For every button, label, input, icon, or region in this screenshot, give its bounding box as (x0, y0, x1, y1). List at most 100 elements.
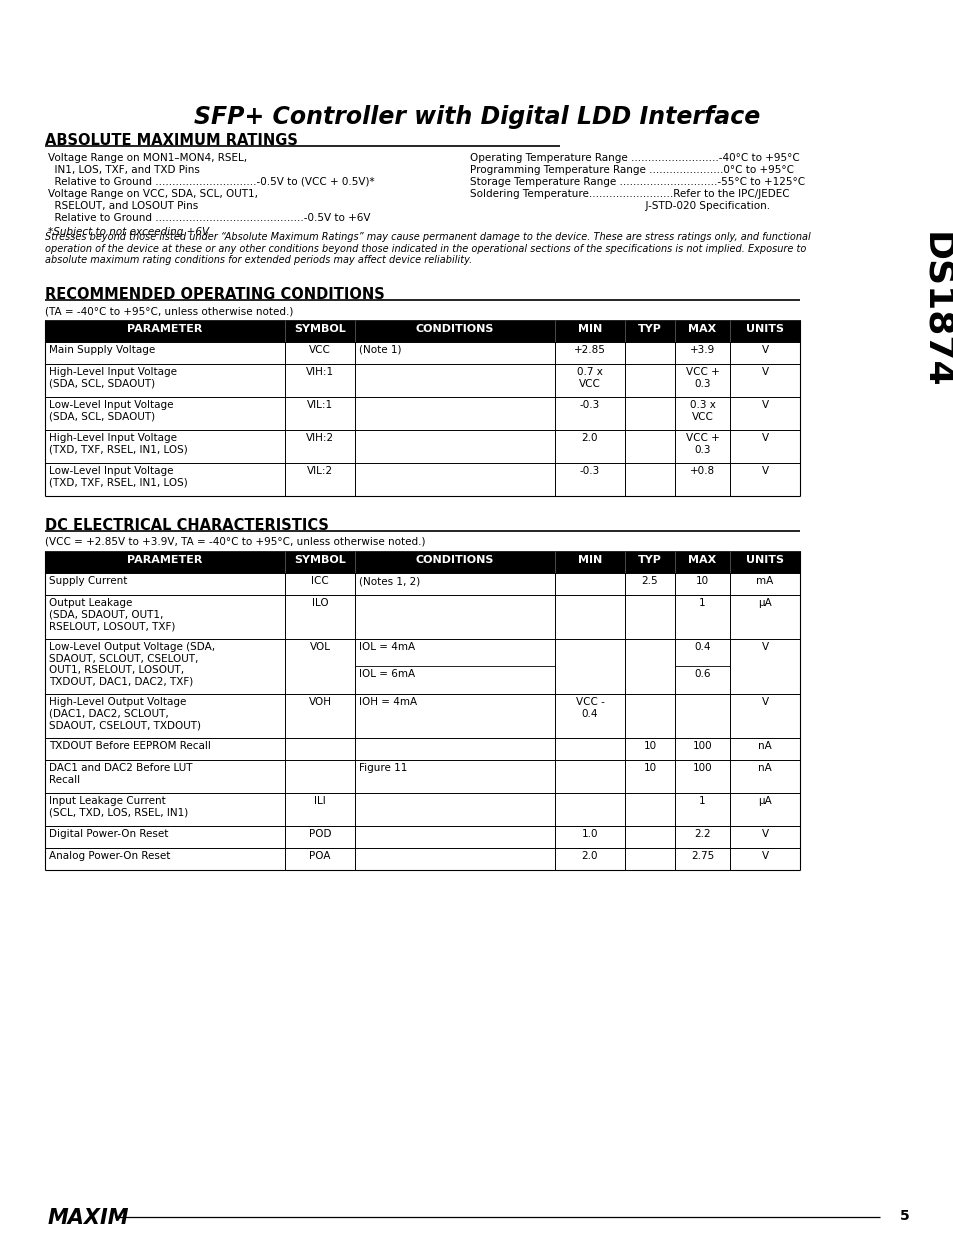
Text: V: V (760, 697, 768, 706)
Text: Relative to Ground ..............................-0.5V to (VCC + 0.5V)*: Relative to Ground .....................… (48, 177, 375, 186)
Bar (45, 551, 800, 573)
Text: μA: μA (758, 797, 771, 806)
Text: Output Leakage
(SDA, SDAOUT, OUT1,
RSELOUT, LOSOUT, TXF): Output Leakage (SDA, SDAOUT, OUT1, RSELO… (49, 598, 175, 631)
Text: 100: 100 (692, 741, 712, 751)
Text: mA: mA (756, 576, 773, 585)
Text: RECOMMENDED OPERATING CONDITIONS: RECOMMENDED OPERATING CONDITIONS (45, 287, 384, 303)
Text: SYMBOL: SYMBOL (294, 324, 346, 333)
Text: 2.2: 2.2 (694, 829, 710, 839)
Text: IOL = 4mA: IOL = 4mA (358, 642, 415, 652)
Text: 100: 100 (692, 763, 712, 773)
Text: POD: POD (309, 829, 331, 839)
Text: J-STD-020 Specification.: J-STD-020 Specification. (470, 201, 769, 211)
Bar (45, 826, 800, 848)
Bar (45, 760, 800, 793)
Text: 2.0: 2.0 (581, 433, 598, 443)
Text: High-Level Output Voltage
(DAC1, DAC2, SCLOUT,
SDAOUT, CSELOUT, TXDOUT): High-Level Output Voltage (DAC1, DAC2, S… (49, 697, 201, 730)
Text: VCC +
0.3: VCC + 0.3 (685, 433, 719, 454)
Text: μA: μA (758, 598, 771, 608)
Text: V: V (760, 400, 768, 410)
Text: -0.3: -0.3 (579, 400, 599, 410)
Text: V: V (760, 345, 768, 354)
Text: VCC +
0.3: VCC + 0.3 (685, 367, 719, 389)
Text: (TA = -40°C to +95°C, unless otherwise noted.): (TA = -40°C to +95°C, unless otherwise n… (45, 306, 294, 316)
Text: TYP: TYP (638, 324, 661, 333)
Text: +3.9: +3.9 (689, 345, 715, 354)
Text: Analog Power-On Reset: Analog Power-On Reset (49, 851, 171, 861)
Text: TXDOUT Before EEPROM Recall: TXDOUT Before EEPROM Recall (49, 741, 211, 751)
Text: UNITS: UNITS (745, 324, 783, 333)
Text: 1: 1 (699, 797, 705, 806)
Text: 10: 10 (695, 576, 708, 585)
Text: +2.85: +2.85 (574, 345, 605, 354)
Text: ICC: ICC (311, 576, 329, 585)
Text: V: V (760, 642, 768, 652)
Bar (45, 793, 800, 826)
Text: VIH:1: VIH:1 (306, 367, 334, 377)
Text: nA: nA (758, 763, 771, 773)
Text: SFP+ Controller with Digital LDD Interface: SFP+ Controller with Digital LDD Interfa… (193, 105, 760, 128)
Text: VCC -
0.4: VCC - 0.4 (575, 697, 604, 719)
Bar (45, 848, 800, 869)
Text: DC ELECTRICAL CHARACTERISTICS: DC ELECTRICAL CHARACTERISTICS (45, 517, 329, 534)
Text: +0.8: +0.8 (689, 466, 715, 475)
Text: VOH: VOH (308, 697, 331, 706)
Text: Storage Temperature Range .............................-55°C to +125°C: Storage Temperature Range ..............… (470, 177, 804, 186)
Text: Operating Temperature Range ..........................-40°C to +95°C: Operating Temperature Range ............… (470, 153, 799, 163)
Bar (45, 463, 800, 496)
Text: V: V (760, 851, 768, 861)
Text: 0.6: 0.6 (694, 669, 710, 679)
Text: -0.3: -0.3 (579, 466, 599, 475)
Text: Soldering Temperature.........................Refer to the IPC/JEDEC: Soldering Temperature...................… (470, 189, 789, 199)
Text: Low-Level Input Voltage
(SDA, SCL, SDAOUT): Low-Level Input Voltage (SDA, SCL, SDAOU… (49, 400, 173, 421)
Text: ABSOLUTE MAXIMUM RATINGS: ABSOLUTE MAXIMUM RATINGS (45, 133, 297, 148)
Text: Programming Temperature Range ......................0°C to +95°C: Programming Temperature Range ..........… (470, 165, 793, 175)
Text: Low-Level Input Voltage
(TXD, TXF, RSEL, IN1, LOS): Low-Level Input Voltage (TXD, TXF, RSEL,… (49, 466, 188, 488)
Text: 1: 1 (699, 598, 705, 608)
Text: nA: nA (758, 741, 771, 751)
Text: 0.4: 0.4 (694, 642, 710, 652)
Bar (45, 638, 800, 694)
Text: Input Leakage Current
(SCL, TXD, LOS, RSEL, IN1): Input Leakage Current (SCL, TXD, LOS, RS… (49, 797, 188, 818)
Text: (Note 1): (Note 1) (358, 345, 401, 354)
Bar (45, 694, 800, 739)
Text: Figure 11: Figure 11 (358, 763, 407, 773)
Text: Low-Level Output Voltage (SDA,
SDAOUT, SCLOUT, CSELOUT,
OUT1, RSELOUT, LOSOUT,
T: Low-Level Output Voltage (SDA, SDAOUT, S… (49, 642, 214, 687)
Text: Relative to Ground ............................................-0.5V to +6V: Relative to Ground .....................… (48, 212, 370, 224)
Text: (Notes 1, 2): (Notes 1, 2) (358, 576, 420, 585)
Text: High-Level Input Voltage
(TXD, TXF, RSEL, IN1, LOS): High-Level Input Voltage (TXD, TXF, RSEL… (49, 433, 188, 454)
Text: DAC1 and DAC2 Before LUT
Recall: DAC1 and DAC2 Before LUT Recall (49, 763, 193, 784)
Text: 0.3 x
VCC: 0.3 x VCC (689, 400, 715, 421)
Bar (45, 595, 800, 638)
Text: 0.7 x
VCC: 0.7 x VCC (577, 367, 602, 389)
Text: 10: 10 (642, 741, 656, 751)
Text: MAX: MAX (688, 555, 716, 564)
Text: 2.5: 2.5 (641, 576, 658, 585)
Text: 1.0: 1.0 (581, 829, 598, 839)
Text: Stresses beyond those listed under “Absolute Maximum Ratings” may cause permanen: Stresses beyond those listed under “Abso… (45, 232, 810, 266)
Text: SYMBOL: SYMBOL (294, 555, 346, 564)
Text: VIL:1: VIL:1 (307, 400, 333, 410)
Text: MIN: MIN (578, 324, 601, 333)
Text: IN1, LOS, TXF, and TXD Pins: IN1, LOS, TXF, and TXD Pins (48, 165, 200, 175)
Bar (45, 364, 800, 396)
Bar (45, 342, 800, 364)
Text: Supply Current: Supply Current (49, 576, 128, 585)
Text: *Subject to not exceeding +6V.: *Subject to not exceeding +6V. (48, 227, 211, 237)
Text: ILO: ILO (312, 598, 328, 608)
Bar (45, 739, 800, 760)
Text: UNITS: UNITS (745, 555, 783, 564)
Text: V: V (760, 367, 768, 377)
Text: VIH:2: VIH:2 (306, 433, 334, 443)
Text: MAX: MAX (688, 324, 716, 333)
Text: Voltage Range on VCC, SDA, SCL, OUT1,: Voltage Range on VCC, SDA, SCL, OUT1, (48, 189, 257, 199)
Text: DS1874: DS1874 (918, 232, 952, 388)
Bar (45, 573, 800, 595)
Text: Main Supply Voltage: Main Supply Voltage (49, 345, 155, 354)
Text: MAXIM: MAXIM (48, 1208, 130, 1228)
Text: CONDITIONS: CONDITIONS (416, 555, 494, 564)
Bar (45, 320, 800, 342)
Text: (VCC = +2.85V to +3.9V, TA = -40°C to +95°C, unless otherwise noted.): (VCC = +2.85V to +3.9V, TA = -40°C to +9… (45, 537, 425, 547)
Text: VIL:2: VIL:2 (307, 466, 333, 475)
Text: RSELOUT, and LOSOUT Pins: RSELOUT, and LOSOUT Pins (48, 201, 198, 211)
